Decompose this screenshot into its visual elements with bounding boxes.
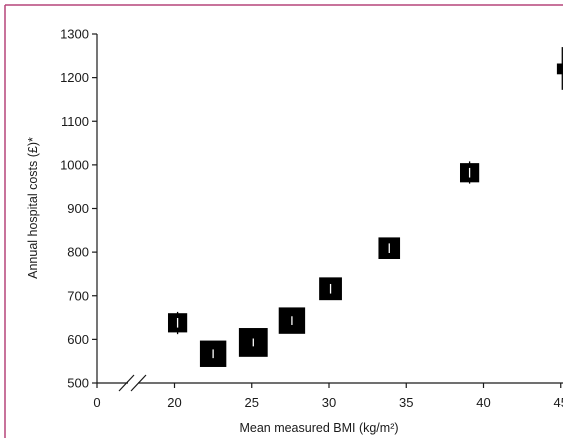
y-tick-label: 900 bbox=[67, 201, 89, 216]
y-tick-label: 1300 bbox=[60, 27, 89, 42]
axis-break-mark bbox=[130, 374, 147, 392]
y-tick-label: 1000 bbox=[60, 157, 89, 172]
x-axis-title: Mean measured BMI (kg/m²) bbox=[239, 421, 398, 435]
data-point bbox=[167, 311, 188, 335]
y-tick-label: 1100 bbox=[61, 114, 89, 129]
data-point bbox=[459, 161, 480, 184]
x-tick-label: 35 bbox=[399, 395, 413, 410]
y-axis-title: Annual hospital costs (£)* bbox=[26, 137, 40, 279]
x-tick-label: 0 bbox=[93, 395, 100, 410]
data-point bbox=[556, 47, 563, 90]
data-point bbox=[238, 328, 268, 357]
data-point bbox=[278, 307, 306, 334]
y-tick-label: 800 bbox=[67, 245, 89, 260]
y-tick-label: 600 bbox=[67, 332, 89, 347]
data-point bbox=[319, 277, 342, 301]
axis-break-mark bbox=[118, 374, 135, 392]
y-tick-label: 700 bbox=[67, 288, 89, 303]
x-tick-label: 45 bbox=[554, 395, 563, 410]
x-tick-label: 20 bbox=[167, 395, 181, 410]
x-tick-label: 40 bbox=[476, 395, 490, 410]
y-tick-label: 1200 bbox=[60, 70, 89, 85]
axes: 500 600 700 800 900 1000 1100 1200 1300 0 20 25 30 35… bbox=[60, 27, 563, 410]
point-marker bbox=[556, 63, 563, 75]
x-tick-label: 30 bbox=[322, 395, 336, 410]
data-point bbox=[199, 340, 227, 367]
y-tick-label: 500 bbox=[67, 376, 89, 391]
x-tick-label: 25 bbox=[245, 395, 259, 410]
data-point bbox=[378, 237, 401, 259]
data-marks bbox=[167, 47, 563, 367]
